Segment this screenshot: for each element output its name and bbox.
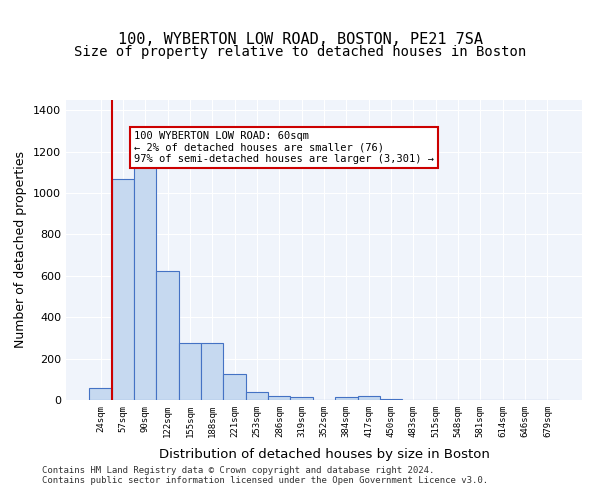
- Bar: [335, 397, 358, 400]
- Bar: [89, 388, 112, 400]
- Bar: [157, 270, 179, 400]
- Text: 100 WYBERTON LOW ROAD: 60sqm
← 2% of detached houses are smaller (76)
97% of sem: 100 WYBERTON LOW ROAD: 60sqm ← 2% of det…: [134, 131, 434, 164]
- Bar: [268, 396, 290, 400]
- Bar: [223, 374, 246, 400]
- X-axis label: Distribution of detached houses by size in Boston: Distribution of detached houses by size …: [158, 448, 490, 461]
- Bar: [380, 399, 402, 400]
- Bar: [134, 160, 157, 400]
- Bar: [179, 343, 201, 400]
- Text: Size of property relative to detached houses in Boston: Size of property relative to detached ho…: [74, 45, 526, 59]
- Text: Contains HM Land Registry data © Crown copyright and database right 2024.
Contai: Contains HM Land Registry data © Crown c…: [42, 466, 488, 485]
- Text: 100, WYBERTON LOW ROAD, BOSTON, PE21 7SA: 100, WYBERTON LOW ROAD, BOSTON, PE21 7SA: [118, 32, 482, 48]
- Bar: [290, 397, 313, 400]
- Bar: [358, 396, 380, 400]
- Bar: [201, 343, 223, 400]
- Bar: [112, 178, 134, 400]
- Y-axis label: Number of detached properties: Number of detached properties: [14, 152, 28, 348]
- Bar: [246, 392, 268, 400]
